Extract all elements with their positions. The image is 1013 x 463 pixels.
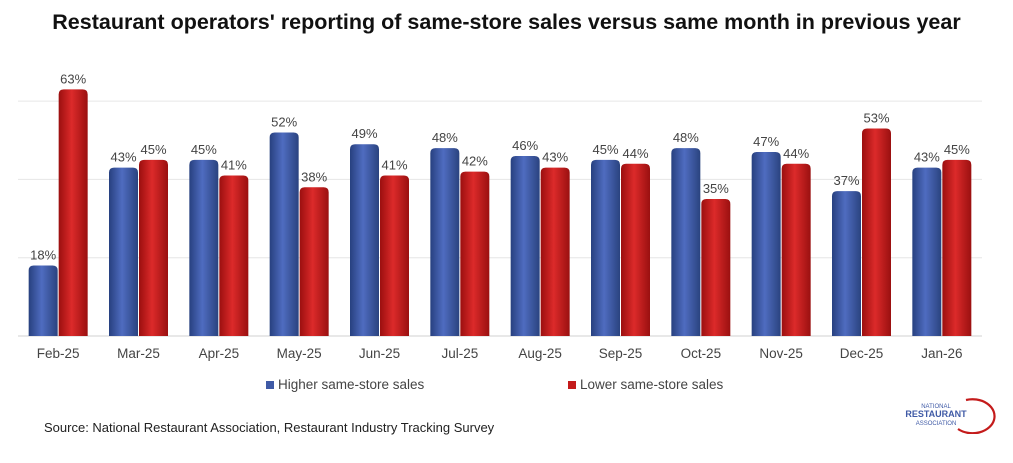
legend-label-lower: Lower same-store sales [580,377,724,392]
x-tick-sep-25: Sep-25 [599,346,643,361]
data-label-lower-oct-25: 35% [703,181,729,196]
bar-lower-jul-25 [460,171,490,336]
legend-item-higher: Higher same-store sales [266,377,424,392]
data-label-lower-sep-25: 44% [622,146,648,161]
bar-lower-jun-25 [380,175,409,336]
bar-higher-jan-26 [912,167,942,336]
logo-swoosh [957,398,996,434]
x-tick-nov-25: Nov-25 [759,346,803,361]
bar-higher-feb-25 [28,265,58,336]
x-tick-oct-25: Oct-25 [681,346,722,361]
bar-higher-may-25 [269,132,299,336]
data-label-lower-jun-25: 41% [381,158,407,173]
bar-lower-may-25 [299,187,329,336]
x-tick-may-25: May-25 [277,346,322,361]
bar-lower-nov-25 [781,163,811,336]
data-label-lower-jul-25: 42% [462,154,488,169]
bar-higher-apr-25 [189,159,219,336]
bar-lower-apr-25 [219,175,249,336]
data-label-lower-dec-25: 53% [863,111,889,126]
data-label-lower-jan-26: 45% [944,142,970,157]
data-label-higher-dec-25: 37% [833,173,859,188]
bar-higher-aug-25 [510,155,540,336]
data-label-higher-mar-25: 43% [110,150,136,165]
logo-text-line3: ASSOCIATION [916,421,957,427]
legend-label-higher: Higher same-store sales [278,377,425,392]
data-label-lower-mar-25: 45% [140,142,166,157]
data-label-lower-may-25: 38% [301,169,327,184]
legend-item-lower: Lower same-store sales [568,377,723,392]
data-label-higher-feb-25: 18% [30,248,56,263]
bar-higher-jun-25 [350,144,379,336]
data-labels: 18% 63% 43% 45% 45% 41% 52% 38% 49% 41% 48% 42% 46% 4… [30,71,970,262]
x-tick-apr-25: Apr-25 [199,346,240,361]
bars [28,89,972,337]
logo-text-line2: RESTAURANT [905,409,967,419]
bar-lower-jan-26 [942,159,972,336]
data-label-lower-apr-25: 41% [221,158,247,173]
chart-title: Restaurant operators' reporting of same-… [52,10,961,34]
x-tick-jul-25: Jul-25 [441,346,478,361]
data-label-higher-sep-25: 45% [592,142,618,157]
data-label-higher-may-25: 52% [271,114,297,129]
bar-lower-feb-25 [58,89,88,337]
x-tick-mar-25: Mar-25 [117,346,160,361]
bar-lower-aug-25 [540,167,570,336]
data-label-higher-jan-26: 43% [914,150,940,165]
bar-higher-dec-25 [832,191,861,336]
bar-lower-mar-25 [139,159,168,336]
source-note: Source: National Restaurant Association,… [44,420,495,435]
bar-lower-oct-25 [701,199,731,336]
bar-higher-jul-25 [430,148,460,336]
logo-text-line1: NATIONAL [921,404,951,410]
x-tick-feb-25: Feb-25 [37,346,80,361]
bar-higher-sep-25 [591,159,620,336]
bar-higher-oct-25 [671,148,701,336]
bar-lower-sep-25 [621,163,650,336]
data-label-higher-aug-25: 46% [512,138,538,153]
gridlines [18,100,982,337]
x-tick-dec-25: Dec-25 [840,346,884,361]
data-label-higher-apr-25: 45% [191,142,217,157]
data-label-higher-jun-25: 49% [351,126,377,141]
bar-lower-dec-25 [862,128,891,336]
bar-higher-nov-25 [751,152,781,336]
legend-swatch-higher [266,380,274,389]
national-restaurant-association-logo: NATIONAL RESTAURANT ASSOCIATION [905,398,996,434]
data-label-higher-jul-25: 48% [432,130,458,145]
x-tick-aug-25: Aug-25 [518,346,562,361]
data-label-lower-aug-25: 43% [542,150,568,165]
x-tick-jan-26: Jan-26 [921,346,962,361]
data-label-lower-nov-25: 44% [783,146,809,161]
legend-swatch-lower [568,380,576,389]
data-label-lower-feb-25: 63% [60,71,86,86]
legend: Higher same-store sales Lower same-store… [266,377,746,395]
x-tick-jun-25: Jun-25 [359,346,400,361]
x-axis-ticks: Feb-25 Mar-25 Apr-25 May-25 Jun-25 Jul-25 Aug-… [37,346,963,361]
bar-higher-mar-25 [109,167,138,336]
data-label-higher-nov-25: 47% [753,134,779,149]
data-label-higher-oct-25: 48% [673,130,699,145]
